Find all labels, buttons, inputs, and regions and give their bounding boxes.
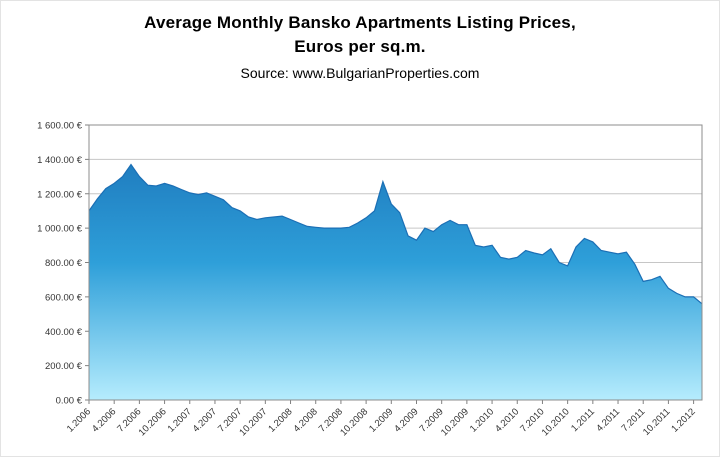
svg-text:4.2010: 4.2010 [493, 406, 521, 434]
svg-text:1 200.00 €: 1 200.00 € [37, 189, 83, 200]
svg-text:1.2008: 1.2008 [266, 406, 294, 434]
svg-text:4.2007: 4.2007 [191, 406, 219, 434]
svg-text:1 400.00 €: 1 400.00 € [37, 155, 83, 166]
svg-text:1.2012: 1.2012 [669, 406, 697, 434]
svg-text:10.2010: 10.2010 [540, 406, 572, 438]
chart-source: Source: www.BulgarianProperties.com [240, 65, 480, 81]
svg-text:1.2007: 1.2007 [166, 406, 194, 434]
svg-text:1.2006: 1.2006 [65, 406, 93, 434]
svg-text:10.2007: 10.2007 [237, 406, 269, 438]
svg-text:1.2010: 1.2010 [468, 406, 496, 434]
svg-text:10.2008: 10.2008 [338, 406, 370, 438]
svg-text:4.2009: 4.2009 [392, 406, 420, 434]
svg-text:1 000.00 €: 1 000.00 € [37, 224, 83, 235]
chart-title-line2: Euros per sq.m. [294, 37, 426, 56]
svg-text:10.2011: 10.2011 [641, 406, 673, 438]
svg-text:1 600.00 €: 1 600.00 € [37, 121, 83, 132]
svg-text:800.00 €: 800.00 € [45, 258, 83, 269]
svg-text:10.2006: 10.2006 [137, 406, 169, 438]
svg-text:1.2009: 1.2009 [367, 406, 395, 434]
svg-text:200.00 €: 200.00 € [45, 361, 83, 372]
svg-text:600.00 €: 600.00 € [45, 292, 83, 303]
svg-text:4.2008: 4.2008 [292, 406, 320, 434]
svg-text:4.2011: 4.2011 [594, 406, 622, 434]
svg-text:400.00 €: 400.00 € [45, 327, 83, 338]
svg-text:1.2011: 1.2011 [569, 406, 597, 434]
chart-title-line1: Average Monthly Bansko Apartments Listin… [144, 13, 576, 32]
svg-text:0.00 €: 0.00 € [56, 396, 83, 407]
svg-text:10.2009: 10.2009 [439, 406, 471, 438]
svg-text:4.2006: 4.2006 [90, 406, 118, 434]
